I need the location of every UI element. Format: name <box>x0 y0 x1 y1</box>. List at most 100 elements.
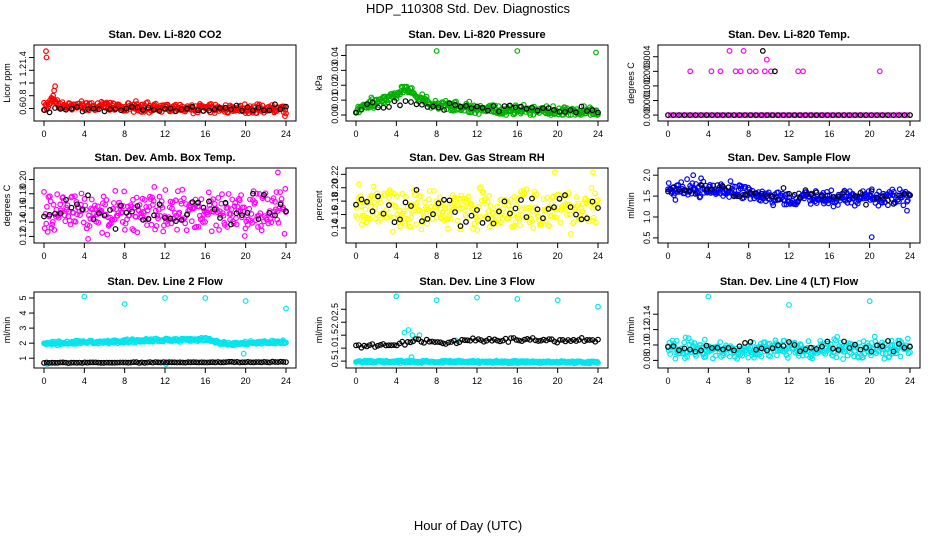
y-axis-label: degrees C <box>2 184 12 226</box>
overlay-point <box>41 360 47 366</box>
data-point <box>717 339 724 346</box>
overlay-point <box>391 219 398 226</box>
data-point <box>81 195 88 202</box>
overlay-point <box>556 195 563 202</box>
data-point <box>397 223 404 230</box>
x-tick-label: 24 <box>593 251 603 261</box>
y-tick-label: 1.2 <box>18 64 28 77</box>
data-point <box>82 107 89 114</box>
overlay-point <box>46 109 53 116</box>
overlay-point <box>233 210 240 217</box>
data-point <box>417 193 424 200</box>
panel-9: Stan. Dev. Line 4 (LT) Flow0.080.100.120… <box>626 276 921 386</box>
overlay-point <box>364 198 370 205</box>
y-tick-label: 0.03 <box>330 62 340 80</box>
data-point <box>369 192 376 199</box>
overlay-point <box>74 201 80 208</box>
overlay-point <box>231 359 238 366</box>
data-point <box>701 336 708 343</box>
overlay-point <box>184 105 190 112</box>
data-point <box>592 190 598 197</box>
data-point <box>687 68 694 75</box>
overlay-point <box>109 359 115 366</box>
overlay-point <box>879 193 886 200</box>
data-point <box>827 341 834 348</box>
overlay-point <box>217 214 223 221</box>
overlay-point <box>747 190 754 196</box>
data-point <box>164 101 171 108</box>
overlay-point <box>581 338 588 345</box>
overlay-point <box>485 107 491 114</box>
data-point <box>578 205 584 212</box>
overlay-point <box>703 112 710 118</box>
x-tick-label: 0 <box>41 376 46 386</box>
data-point <box>112 187 119 194</box>
data-point <box>233 215 239 222</box>
overlay-point <box>857 346 864 353</box>
overlay-point <box>441 196 447 203</box>
data-point <box>733 112 739 118</box>
data-point <box>360 217 367 224</box>
data-point <box>742 183 749 190</box>
y-tick-label: 0.02 <box>330 76 340 94</box>
data-point <box>839 112 845 118</box>
overlay-point <box>501 198 508 205</box>
data-point <box>515 211 522 218</box>
data-point <box>225 191 232 197</box>
data-point <box>514 48 521 54</box>
overlay-point <box>92 359 99 366</box>
overlay-point <box>863 344 869 351</box>
data-point <box>255 223 261 230</box>
overlay-point <box>468 212 475 219</box>
data-point <box>460 195 467 202</box>
overlay-point <box>46 360 53 366</box>
overlay-point <box>512 205 519 212</box>
overlay-point <box>698 112 704 118</box>
overlay-point <box>813 346 820 352</box>
data-point <box>521 191 528 198</box>
overlay-point <box>474 103 480 110</box>
overlay-point <box>437 339 444 346</box>
overlay-point <box>68 359 75 366</box>
overlay-point <box>692 348 699 355</box>
data-point <box>828 112 834 118</box>
overlay-point <box>802 346 809 353</box>
overlay-point <box>383 342 389 349</box>
overlay-point <box>90 216 97 223</box>
overlay-point <box>375 104 381 111</box>
data-point <box>681 339 688 346</box>
data-point <box>820 189 827 196</box>
x-tick-label: 12 <box>472 129 482 139</box>
overlay-point <box>138 359 145 366</box>
data-point <box>512 219 519 226</box>
overlay-point <box>521 336 528 343</box>
overlay-point <box>452 102 458 108</box>
data-point <box>87 215 94 222</box>
data-point <box>508 196 515 203</box>
data-point <box>73 198 80 205</box>
overlay-point <box>70 359 77 366</box>
panel-title: Stan. Dev. Li-820 Temp. <box>728 29 850 41</box>
data-point <box>273 189 280 196</box>
data-point <box>471 220 478 227</box>
x-tick-label: 4 <box>706 376 711 386</box>
x-tick-label: 20 <box>241 129 251 139</box>
overlay-point <box>731 347 737 354</box>
data-point <box>542 218 549 225</box>
overlay-point <box>353 109 359 116</box>
data-point <box>466 98 473 105</box>
data-point <box>711 112 718 118</box>
data-point <box>358 203 365 210</box>
overlay-point <box>518 103 524 110</box>
data-points <box>353 48 601 118</box>
overlay-point <box>808 344 814 351</box>
y-tick-label: 1.0 <box>330 342 340 355</box>
data-point <box>229 196 236 203</box>
overlay-point <box>463 102 469 109</box>
overlay-point <box>261 191 267 198</box>
data-point <box>132 98 139 104</box>
overlay-point <box>79 360 85 366</box>
overlay-point <box>523 214 530 221</box>
overlay-point <box>479 104 486 111</box>
overlay-point <box>101 212 108 219</box>
